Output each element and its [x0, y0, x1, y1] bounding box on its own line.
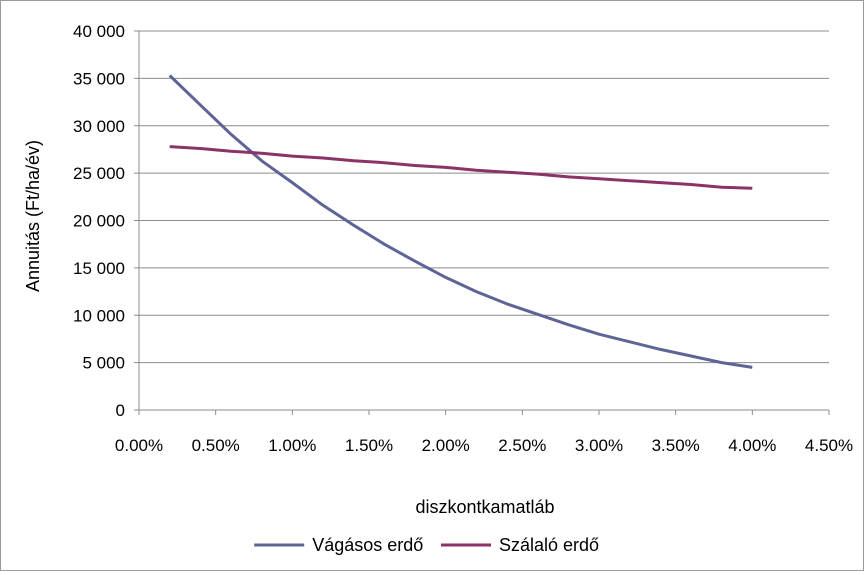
- x-tick-labels: 0.00% 0.50% 1.00% 1.50% 2.00% 2.50% 3.00% 3.50%…: [115, 436, 853, 455]
- legend-label-2: Szálaló erdő: [499, 535, 599, 555]
- x-tick-label: 0.50%: [192, 436, 240, 455]
- y-tick-label: 40 000: [73, 22, 125, 41]
- y-tick-label: 35 000: [73, 69, 125, 88]
- legend: Vágásos erdő Szálaló erdő: [254, 535, 599, 555]
- y-tick-label: 25 000: [73, 164, 125, 183]
- x-tick-label: 0.00%: [115, 436, 163, 455]
- x-tick-label: 1.00%: [268, 436, 316, 455]
- x-tick-label: 2.00%: [422, 436, 470, 455]
- x-tick-label: 4.50%: [805, 436, 853, 455]
- y-tick-label: 10 000: [73, 306, 125, 325]
- x-tick-label: 4.00%: [728, 436, 776, 455]
- y-tick-label: 5 000: [82, 354, 125, 373]
- y-tick-label: 30 000: [73, 117, 125, 136]
- x-tick-label: 3.00%: [575, 436, 623, 455]
- series-lines: [170, 76, 753, 368]
- y-tick-labels: 0 5 000 10 000 15 000 20 000 25 000 30 000 35 0…: [73, 22, 125, 420]
- x-axis-label: diszkontkamatláb: [415, 497, 554, 517]
- axes: [134, 31, 829, 415]
- y-tick-label: 15 000: [73, 259, 125, 278]
- series-line-1: [170, 76, 753, 368]
- x-tick-label: 3.50%: [652, 436, 700, 455]
- series-line-2: [170, 147, 753, 189]
- x-tick-label: 1.50%: [345, 436, 393, 455]
- y-tick-label: 0: [116, 401, 125, 420]
- y-tick-label: 20 000: [73, 212, 125, 231]
- legend-label-1: Vágásos erdő: [312, 535, 423, 555]
- gridlines: [139, 31, 829, 363]
- x-tick-label: 2.50%: [498, 436, 546, 455]
- y-axis-label: Annuitás (Ft/ha/év): [23, 140, 43, 292]
